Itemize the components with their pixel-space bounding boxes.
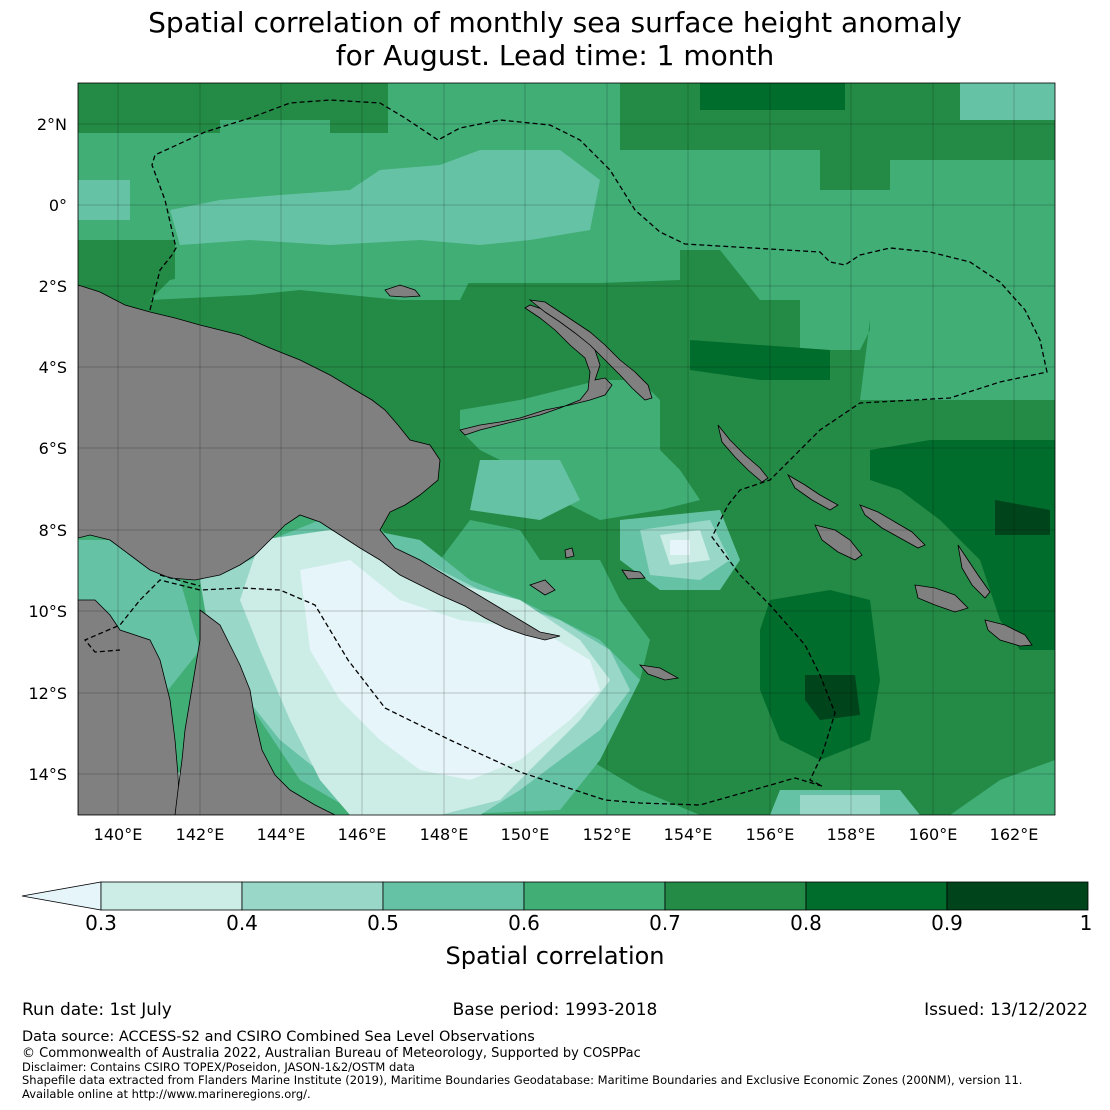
colorbar-tick-label: 0.3 [85,911,117,935]
lat-label: 12°S [28,684,67,703]
solomon-choiseul-land [786,473,839,511]
lat-label: 2°N [37,115,67,134]
lat-label: 0° [49,196,67,215]
colorbar-bin-0.7-0.8 [664,881,807,911]
colorbar-tick-label: 0.7 [649,911,681,935]
lon-label: 158°E [827,825,876,844]
cape-york-peninsula [174,609,336,815]
correlation-regions-0.9-1 [805,500,1050,720]
base-period: Base period: 1993-2018 [452,1000,658,1020]
trobriand-land [564,547,575,559]
solomon-makira-land [984,619,1033,647]
louisiade-land [638,664,680,681]
lon-label: 144°E [257,825,306,844]
longitude-labels: 140°E 142°E 144°E 146°E 148°E 150°E 152°… [94,825,1039,844]
lon-label: 154°E [664,825,713,844]
lon-label: 146°E [338,825,387,844]
solomon-santa-isabel-land [859,504,926,549]
png-southern-boundary [83,579,823,806]
colorbar-tick-label: 0.5 [367,911,399,935]
disclaimer: Disclaimer: Contains CSIRO TOPEX/Poseido… [22,1060,415,1074]
bougainville-land [717,424,769,483]
colorbar-bin-0.6-0.7 [523,881,666,911]
manus-land [384,284,421,298]
lon-label: 148°E [420,825,469,844]
lon-label: 162°E [990,825,1039,844]
maritime-boundaries [83,99,1048,806]
lat-label: 10°S [28,602,67,621]
copyright: © Commonwealth of Australia 2022, Austra… [22,1046,641,1061]
lat-label: 2°S [39,277,67,296]
colorbar-bin-0.3-0.4 [100,881,243,911]
lat-label: 6°S [39,439,67,458]
colorbar-bin-0.8-0.9 [805,881,948,911]
new-guinea-land [78,284,561,641]
gridlines [78,83,1055,815]
shapefile-credit: Shapefile data extracted from Flanders M… [22,1073,1023,1087]
run-date: Run date: 1st July [22,1000,172,1020]
colorbar-tick-label: 0.9 [931,911,963,935]
colorbar-bin-0.5-0.6 [382,881,525,911]
lat-label: 4°S [39,358,67,377]
colorbar [21,881,1089,911]
lon-label: 160°E [909,825,958,844]
issued-date: Issued: 13/12/2022 [924,1000,1088,1020]
png-eez-boundary [149,99,1048,787]
colorbar-bin-0.9-1 [946,881,1089,911]
torres-strait-boundary [159,574,201,587]
lat-label: 14°S [28,765,67,784]
colorbar-tick-label: 0.8 [790,911,822,935]
colorbar-tick-label: 1 [1079,911,1093,935]
dentrecasteaux-land [529,579,556,596]
solomon-malaita-land [957,544,991,599]
lon-label: 152°E [583,825,632,844]
colorbar-tick-label: 0.4 [226,911,258,935]
title-line-2: for August. Lead time: 1 month [335,39,775,72]
solomon-new-georgia-land [814,524,863,561]
colorbar-tick-label: 0.6 [508,911,540,935]
map-frame [77,82,1056,816]
title-line-1: Spatial correlation of monthly sea surfa… [148,6,962,39]
colorbar-bin-0.4-0.5 [241,881,384,911]
lat-label: 8°S [39,521,67,540]
latitude-labels: 2°N 0° 2°S 4°S 6°S 8°S 10°S 12°S 14°S [28,115,67,784]
woodlark-land [621,569,646,580]
colorbar-title: Spatial correlation [445,942,665,970]
lon-label: 156°E [746,825,795,844]
data-source: Data source: ACCESS-S2 and CSIRO Combine… [22,1029,535,1045]
map-area [78,83,1055,815]
land [78,284,1033,815]
new-ireland-land [528,299,653,401]
chart-title: Spatial correlation of monthly sea surfa… [0,6,1110,72]
solomon-guadalcanal-land [914,584,969,613]
available-online: Available online at http://www.marinereg… [22,1087,311,1101]
lon-label: 150°E [501,825,550,844]
cape-york-land [78,599,181,815]
lon-label: 140°E [94,825,143,844]
colorbar-extend-below [21,881,102,911]
lon-label: 142°E [176,825,225,844]
